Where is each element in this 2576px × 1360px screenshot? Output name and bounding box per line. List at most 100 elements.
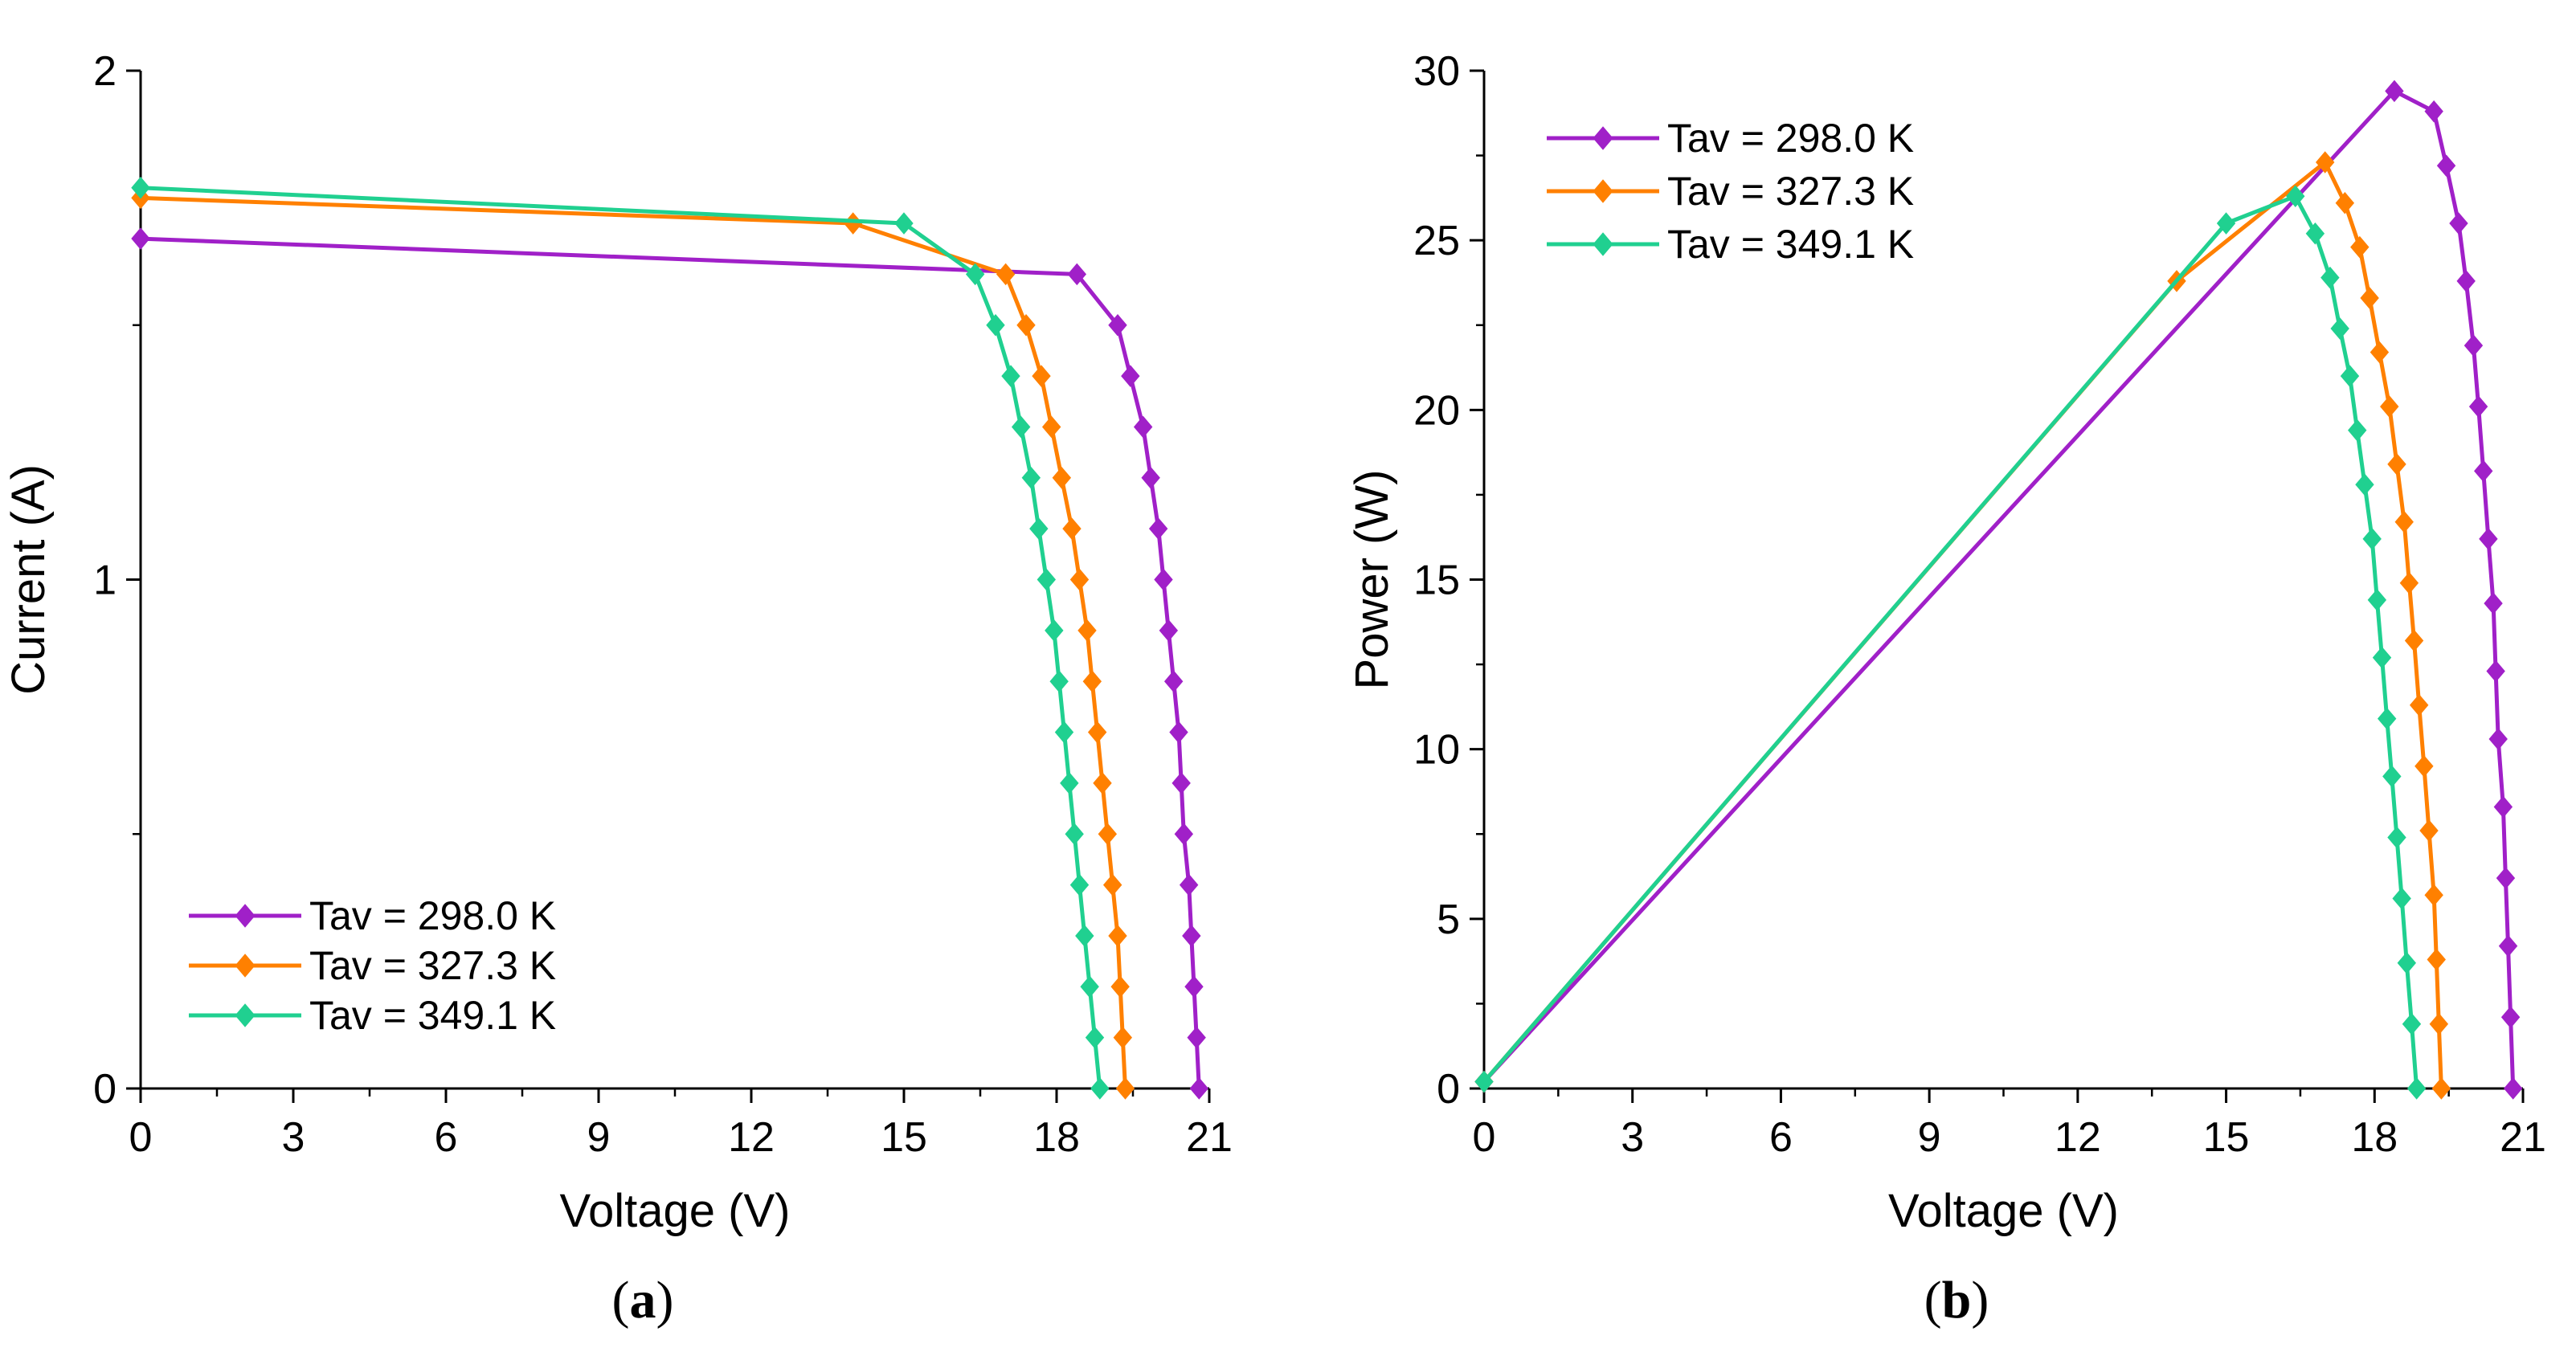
panel-b-data-point: [2464, 334, 2484, 357]
panel-a-data-point: [1182, 925, 1201, 947]
panel-b-data-point: [2488, 728, 2508, 750]
panel-b-data-point: [2498, 934, 2518, 958]
panel-a-data-point: [1102, 873, 1122, 896]
panel-b-x-tick-label: 12: [2055, 1114, 2101, 1161]
panel-a-data-point: [1179, 873, 1199, 896]
panel-b-data-point: [2340, 365, 2360, 387]
panel-b-data-point: [2397, 951, 2417, 974]
panel-a-data-point: [843, 212, 863, 235]
panel-a-label: (a): [612, 1271, 674, 1329]
panel-a-data-point: [1187, 1026, 1206, 1049]
panel-b-x-axis-title: Voltage (V): [1888, 1185, 2119, 1237]
panel-a-data-point: [1069, 873, 1090, 896]
panel-a-data-point: [1133, 415, 1153, 439]
panel-a-data-point: [1029, 517, 1049, 540]
panel-b-legend-entry: Tav = 349.1 K: [1667, 222, 1914, 267]
panel-b-data-point: [2427, 948, 2446, 971]
panel-a-data-point: [1098, 823, 1118, 846]
panel-a-data-point: [1163, 670, 1184, 692]
panel-b-data-point: [2484, 592, 2503, 615]
panel-b-data-point: [2286, 185, 2305, 208]
panel-a-series-1: [131, 227, 1209, 1100]
panel-a-data-point: [1049, 670, 1069, 692]
panel-a-series-2: [131, 186, 1135, 1100]
panel-a-x-tick-label: 18: [1033, 1114, 1080, 1161]
panel-a-data-point: [1037, 568, 1057, 591]
panel-a-x-tick-label: 3: [282, 1114, 305, 1161]
panel-b-data-point: [2436, 154, 2456, 178]
panel-a-legend-entry: Tav = 349.1 K: [309, 993, 556, 1038]
panel-b-label: (b): [1924, 1271, 1989, 1329]
panel-b-series-1: [1474, 80, 2523, 1100]
panel-b-data-point: [2449, 212, 2468, 235]
panel-a-data-point: [1184, 975, 1204, 999]
panel-a-data-point: [1148, 517, 1168, 540]
panel-a-data-point: [1065, 823, 1084, 846]
panel-b-data-point: [2387, 453, 2406, 476]
panel-a-data-point: [1060, 772, 1079, 794]
panel-b-data-point: [2350, 235, 2370, 259]
panel-b-data-point: [2404, 629, 2424, 652]
panel-a-x-tick-label: 21: [1186, 1114, 1233, 1161]
panel-b-y-axis-title: Power (W): [1346, 470, 1398, 690]
panel-a-data-point: [1087, 721, 1107, 744]
panel-b-data-point: [2355, 473, 2374, 496]
panel-a-y-tick-label: 0: [93, 1066, 117, 1113]
panel-a-y-tick-label: 2: [93, 48, 117, 95]
panel-b-legend-marker: [1593, 179, 1613, 203]
panel-a-data-point: [1115, 1077, 1135, 1100]
panel-a-data-point: [1067, 263, 1087, 286]
panel-a-data-point: [1032, 365, 1051, 387]
panel-b-data-point: [2392, 887, 2411, 910]
panel-a-data-point: [1159, 619, 1179, 642]
panel-a-legend-entry: Tav = 327.3 K: [309, 943, 556, 988]
panel-b-data-point: [2330, 317, 2349, 340]
panel-b-data-point: [2335, 191, 2355, 214]
panel-b-data-point: [2382, 765, 2402, 788]
panel-b-data-point: [2406, 1077, 2427, 1100]
panel-a-data-point: [1041, 415, 1061, 439]
panel-a-data-point: [1077, 619, 1097, 642]
panel-a-x-tick-label: 12: [728, 1114, 775, 1161]
panel-a-data-point: [1090, 1077, 1110, 1100]
panel-b-data-point: [2385, 80, 2404, 103]
panel-a-series-line: [140, 195, 1127, 1089]
panel-a-data-point: [1045, 619, 1064, 642]
panel-b-data-point: [1474, 1070, 1494, 1093]
panel-b-y-tick-label: 5: [1437, 896, 1460, 943]
panel-b-data-point: [2348, 419, 2367, 442]
panel-b-data-point: [2367, 589, 2387, 611]
panel-a-x-tick-label: 6: [435, 1114, 458, 1161]
panel-b-series-3: [1474, 185, 2427, 1100]
panel-a-data-point: [1069, 568, 1090, 591]
panel-b-data-point: [2380, 395, 2399, 418]
panel-b-data-point: [2409, 693, 2429, 717]
panel-a-data-point: [1001, 365, 1020, 387]
panel-a-x-tick-label: 0: [129, 1114, 153, 1161]
panel-b-legend: Tav = 298.0 K Tav = 327.3 K Tav = 349.1 K: [1547, 116, 1914, 267]
panel-b-data-point: [2377, 707, 2397, 730]
panel-b-series-line: [1482, 160, 2443, 1089]
panel-b-data-point: [2216, 212, 2236, 235]
panel-b-data-point: [2305, 222, 2325, 245]
panel-a-data-point: [1075, 925, 1094, 947]
panel-a-y-tick-label: 1: [93, 557, 117, 604]
panel-a-data-point: [1062, 517, 1082, 540]
panel-b-series-line: [1482, 88, 2516, 1089]
panel-b-chart: 0 3 6 9 12 15 18 21 0 5 10 15 20 25 30 Voltage (V) Power…: [1346, 48, 2546, 1329]
panel-a-data-point: [1052, 467, 1072, 489]
panel-a-data-point: [986, 313, 1005, 337]
panel-b-x-tick-label: 21: [2500, 1114, 2546, 1161]
panel-a-legend-marker: [235, 904, 256, 928]
panel-a-data-point: [1141, 467, 1160, 489]
panel-a-legend: Tav = 298.0 K Tav = 327.3 K Tav = 349.1 K: [189, 893, 556, 1038]
panel-a-data-point: [1113, 1026, 1133, 1049]
panel-b-data-point: [2419, 819, 2439, 842]
panel-b-data-point: [2362, 528, 2382, 550]
panel-b-legend-marker: [1593, 126, 1613, 150]
panel-b-legend-entry: Tav = 327.3 K: [1667, 169, 1914, 214]
panel-b-y-tick-label: 10: [1413, 727, 1460, 774]
panel-b-data-point: [2370, 341, 2390, 364]
